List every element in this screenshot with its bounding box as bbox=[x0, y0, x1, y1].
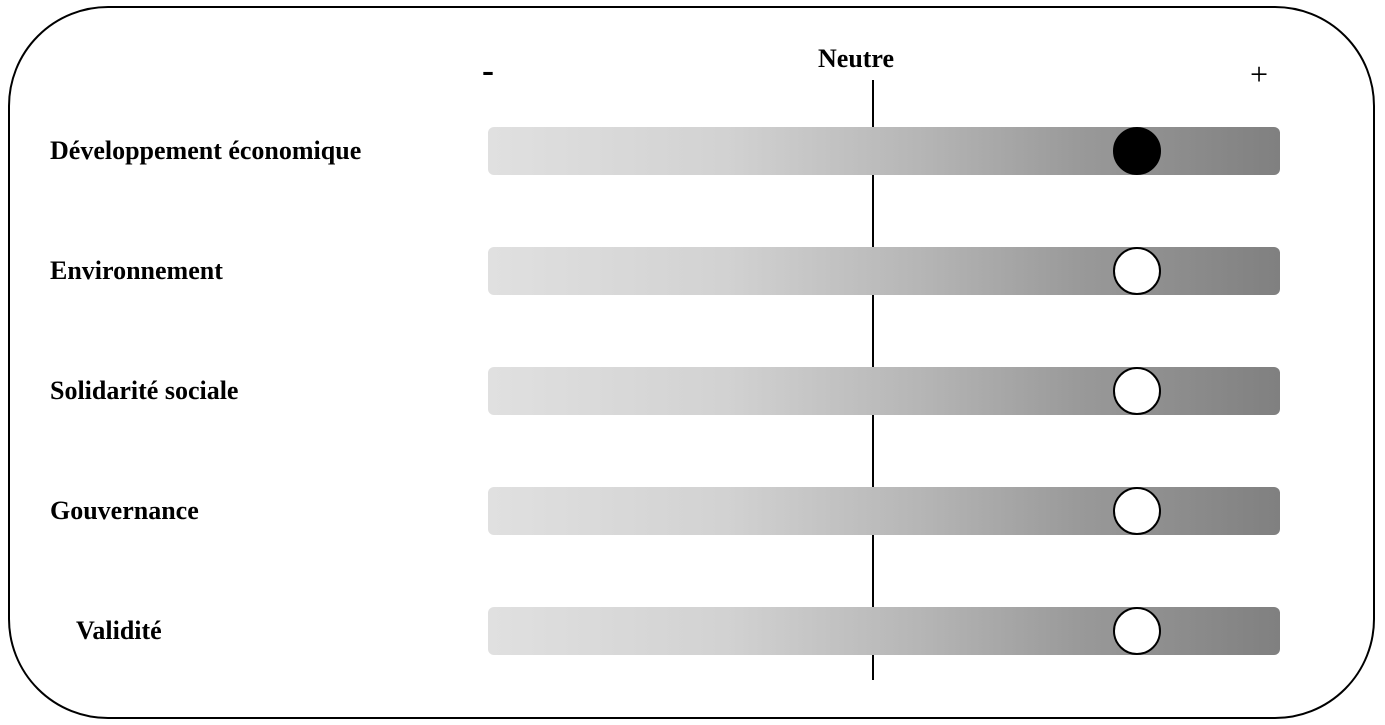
row-label: Solidarité sociale bbox=[50, 376, 239, 405]
filled-circle-marker bbox=[1113, 127, 1162, 175]
row-label: Validité bbox=[76, 616, 162, 645]
scale-bar bbox=[488, 607, 1280, 655]
hollow-circle-marker bbox=[1113, 247, 1162, 295]
row-label: Développement économique bbox=[50, 136, 362, 165]
scale-bar bbox=[488, 127, 1280, 175]
scale-bar bbox=[488, 367, 1280, 415]
scale-negative-label: - bbox=[482, 50, 494, 90]
scale-bar bbox=[488, 487, 1280, 535]
scale-neutral-label: Neutre bbox=[818, 44, 895, 73]
hollow-circle-marker bbox=[1113, 367, 1162, 415]
scale-bar bbox=[488, 247, 1280, 295]
scale-positive-label: + bbox=[1250, 56, 1269, 92]
diagram-frame bbox=[8, 6, 1375, 719]
row-label: Environnement bbox=[50, 256, 223, 285]
hollow-circle-marker bbox=[1113, 487, 1162, 535]
row-label: Gouvernance bbox=[50, 496, 199, 525]
hollow-circle-marker bbox=[1113, 607, 1162, 655]
